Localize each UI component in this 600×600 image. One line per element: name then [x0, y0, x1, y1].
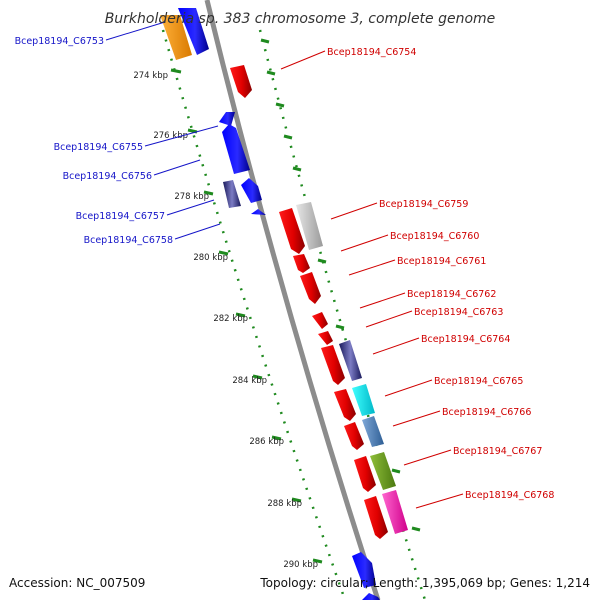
- gene-arrow-C6768a[interactable]: [364, 496, 388, 539]
- gene-label[interactable]: Bcep18194_C6757: [76, 211, 165, 222]
- right-track-tick-marks: [260, 38, 421, 532]
- gene-label[interactable]: Bcep18194_C6758: [84, 235, 173, 246]
- gene-arrow-C6754[interactable]: [230, 65, 252, 98]
- gene-arrow-C6755[interactable]: [222, 124, 250, 174]
- gene-label[interactable]: Bcep18194_C6763: [414, 307, 503, 318]
- left-tick-track: [161, 29, 347, 600]
- gene-arrow-C6767a[interactable]: [354, 456, 376, 492]
- kbp-label: 288 kbp: [267, 499, 302, 509]
- kbp-label: 282 kbp: [213, 314, 248, 324]
- genome-summary: Topology: circular; Length: 1,395,069 bp…: [259, 576, 590, 590]
- gene-label[interactable]: Bcep18194_C6760: [390, 231, 479, 242]
- gene-arrow-C6759[interactable]: [279, 208, 305, 254]
- gene-label[interactable]: Bcep18194_C6764: [421, 334, 510, 345]
- left-leader-lines: [105, 21, 221, 240]
- gene-label[interactable]: Bcep18194_C6761: [397, 256, 486, 267]
- gene-arrow-C6762[interactable]: [312, 312, 328, 329]
- left-gene-labels: Bcep18194_C6753 Bcep18194_C6755 Bcep1819…: [15, 36, 173, 246]
- gene-label[interactable]: Bcep18194_C6755: [54, 142, 143, 153]
- kbp-label: 274 kbp: [133, 71, 168, 81]
- gene-arrow-C6764[interactable]: [339, 340, 362, 381]
- gene-arrow-C6768[interactable]: [382, 490, 408, 534]
- scale-labels: 274 kbp 276 kbp 278 kbp 280 kbp 282 kbp …: [133, 71, 318, 570]
- gene-arrow-C6753b[interactable]: [178, 8, 209, 55]
- genome-backbone: [204, 0, 381, 600]
- gene-arrow-C6766a[interactable]: [344, 422, 364, 450]
- gene-label[interactable]: Bcep18194_C6768: [465, 490, 554, 501]
- gene-arrow-C6756[interactable]: [223, 180, 241, 208]
- gene-arrow-C6765a[interactable]: [334, 389, 356, 421]
- gene-label[interactable]: Bcep18194_C6766: [442, 407, 531, 418]
- kbp-label: 276 kbp: [153, 131, 188, 141]
- gene-arrow-bottom-2[interactable]: [362, 593, 380, 600]
- gene-arrow-C6755a[interactable]: [219, 112, 235, 126]
- gene-label[interactable]: Bcep18194_C6756: [63, 171, 152, 182]
- gene-arrow-C6764a[interactable]: [321, 345, 345, 385]
- gene-arrow-C6760[interactable]: [293, 254, 310, 273]
- gene-arrow-C6765[interactable]: [352, 384, 375, 416]
- gene-arrow-C6761[interactable]: [300, 272, 321, 304]
- accession-text: Accession: NC_007509: [9, 576, 145, 590]
- gene-arrow-C6758[interactable]: [251, 209, 266, 215]
- reverse-strand-genes: [160, 8, 380, 600]
- gene-arrow-C6753[interactable]: [160, 15, 192, 60]
- kbp-label: 286 kbp: [249, 437, 284, 447]
- gene-arrow-C6763[interactable]: [318, 331, 333, 345]
- right-leader-lines: [280, 50, 464, 509]
- map-title: Burkholderia sp. 383 chromosome 3, compl…: [105, 11, 496, 27]
- gene-label[interactable]: Bcep18194_C6765: [434, 376, 523, 387]
- gene-label[interactable]: Bcep18194_C6767: [453, 446, 542, 457]
- gene-label[interactable]: Bcep18194_C6753: [15, 36, 104, 47]
- kbp-label: 284 kbp: [232, 376, 267, 386]
- kbp-label: 280 kbp: [193, 253, 228, 263]
- gene-label[interactable]: Bcep18194_C6759: [379, 199, 468, 210]
- gene-label[interactable]: Bcep18194_C6754: [327, 47, 416, 58]
- gene-arrow-C6766[interactable]: [362, 416, 384, 447]
- gene-arrow-C6767[interactable]: [370, 452, 396, 490]
- gene-arrow-bottom-1[interactable]: [352, 552, 376, 588]
- kbp-label: 278 kbp: [174, 192, 209, 202]
- gene-label[interactable]: Bcep18194_C6762: [407, 289, 496, 300]
- gene-arrow-C6757[interactable]: [241, 178, 262, 203]
- gene-arrow-C6759b[interactable]: [296, 202, 323, 250]
- kbp-label: 290 kbp: [283, 560, 318, 570]
- right-gene-labels: Bcep18194_C6754 Bcep18194_C6759 Bcep1819…: [327, 47, 554, 501]
- forward-strand-genes: [230, 65, 408, 539]
